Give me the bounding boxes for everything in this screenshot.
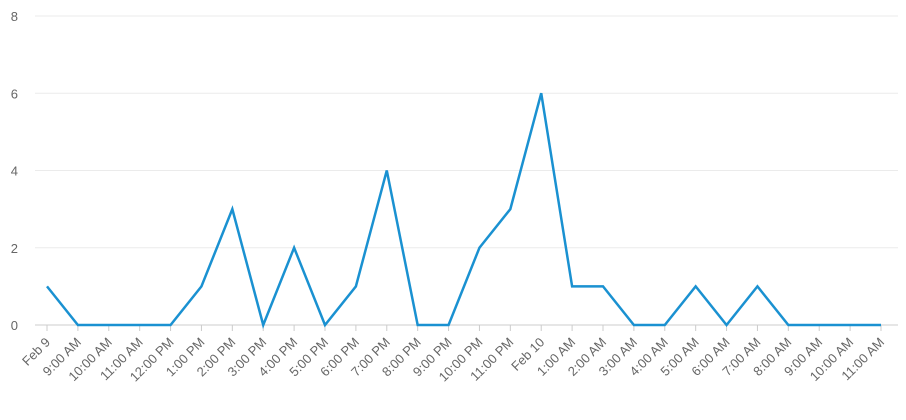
y-tick-label: 0 xyxy=(11,318,18,333)
y-tick-label: 6 xyxy=(11,86,18,101)
y-tick-label: 4 xyxy=(11,164,18,179)
line xyxy=(46,92,881,329)
y-tick-label: 2 xyxy=(11,241,18,256)
y-tick-label: 8 xyxy=(11,9,18,24)
